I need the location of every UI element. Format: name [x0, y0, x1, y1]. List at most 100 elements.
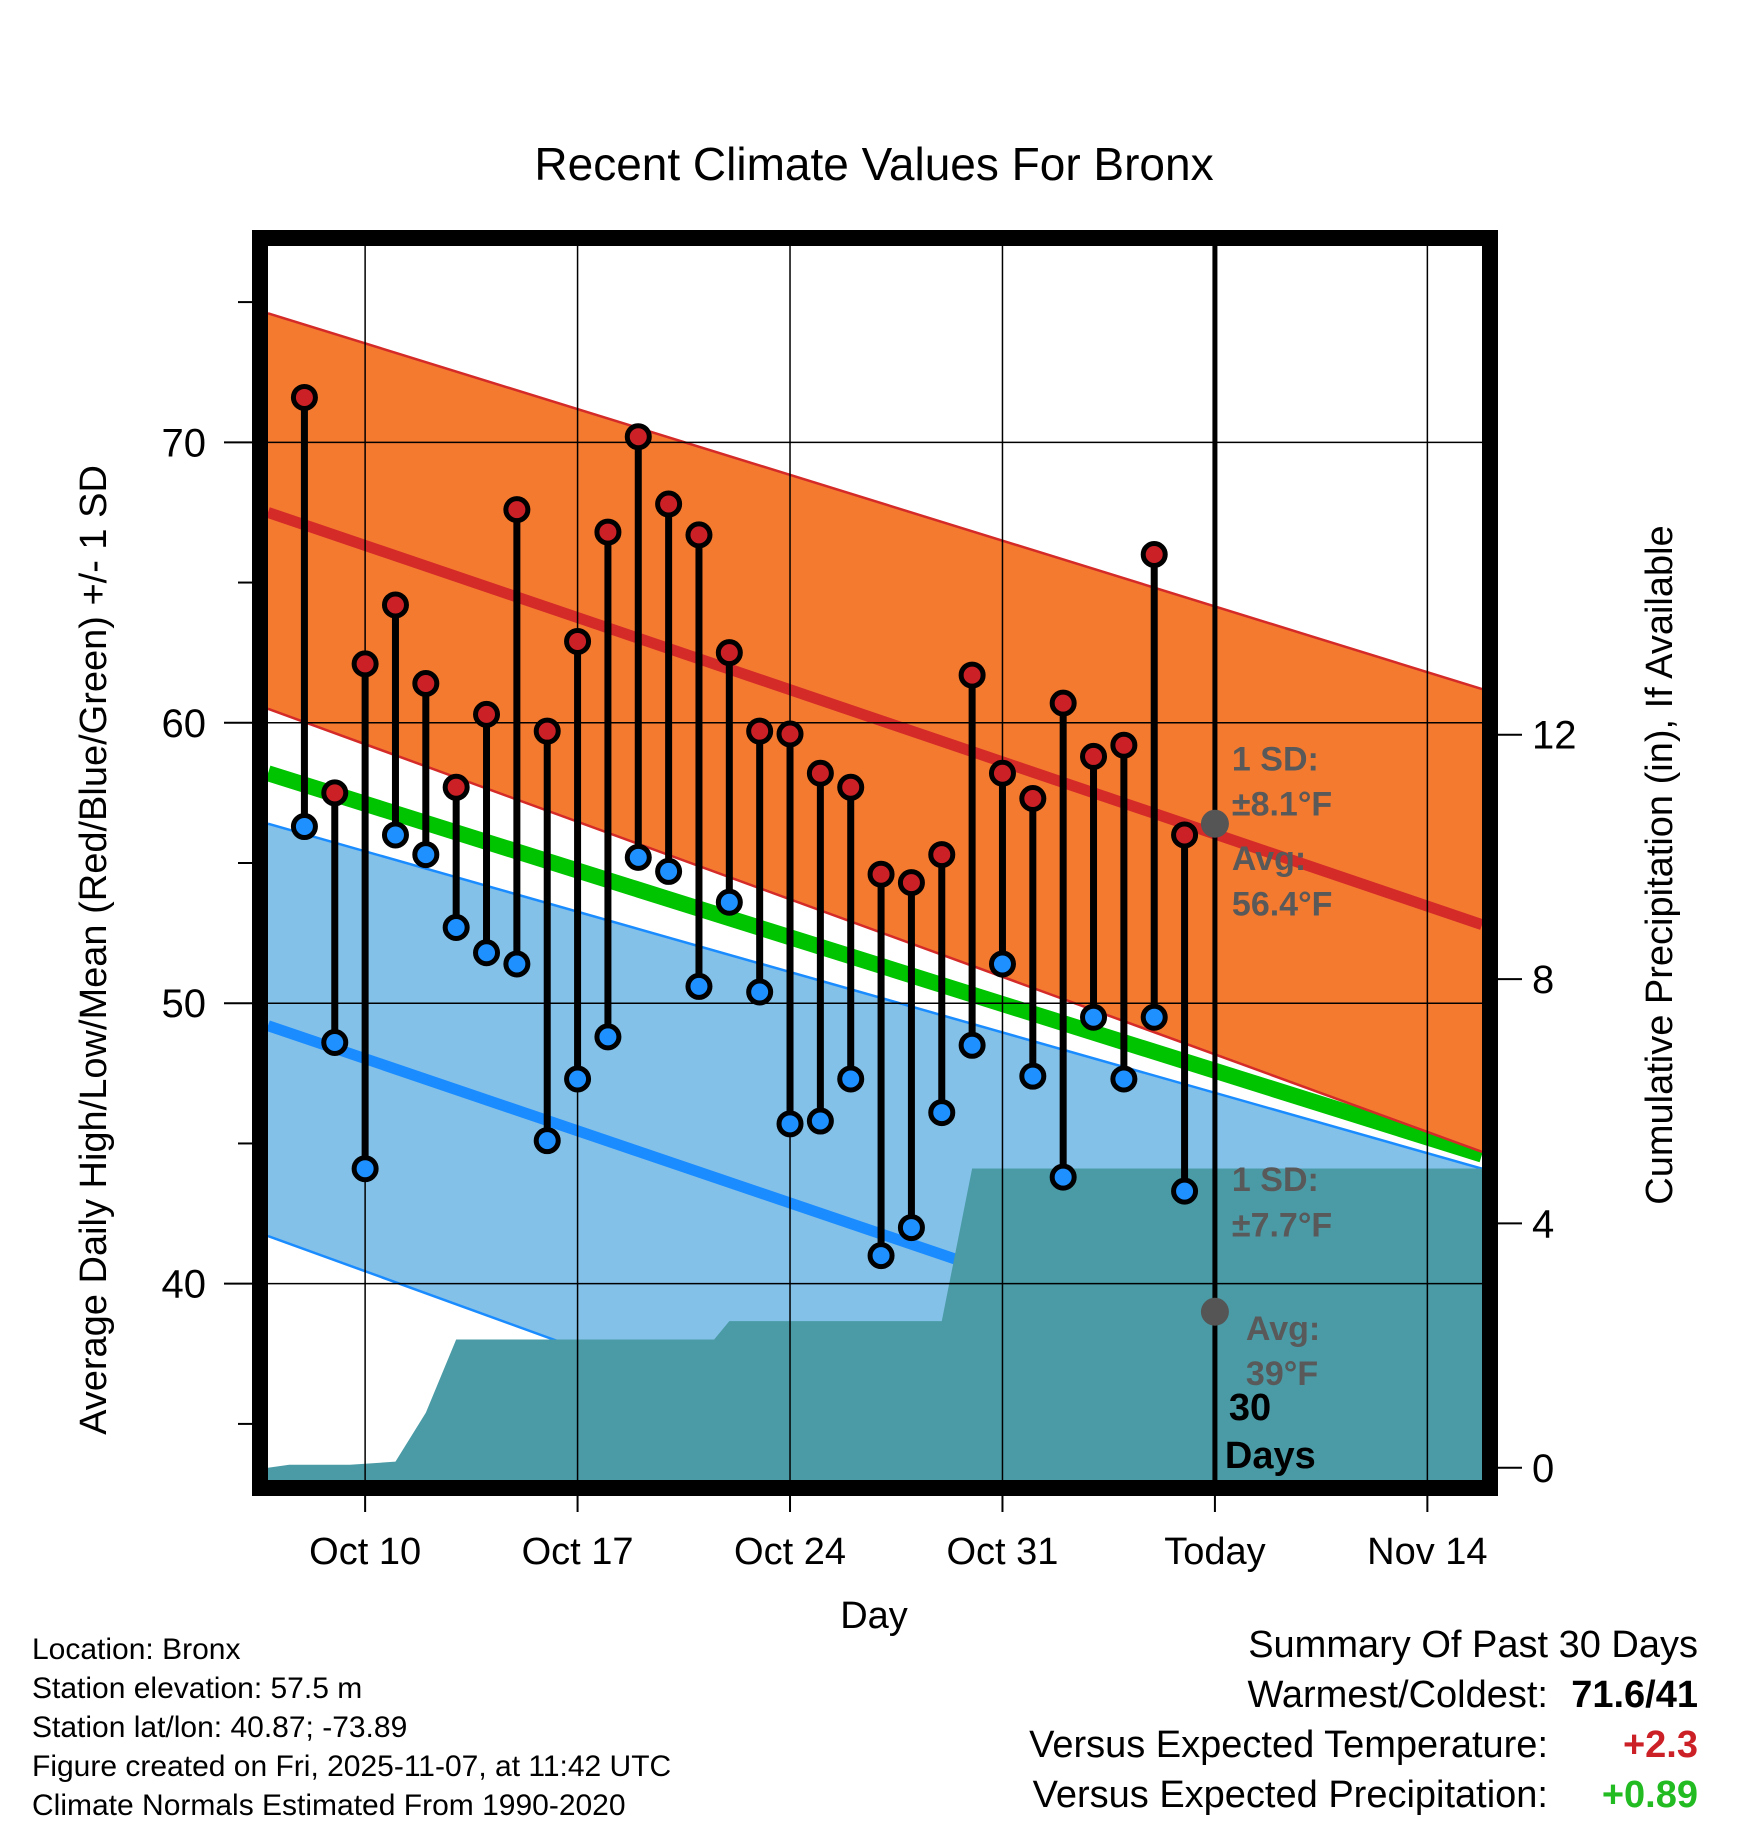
- low-point-16: [776, 1110, 804, 1138]
- warmest-label: Warmest/Coldest:: [1247, 1674, 1548, 1716]
- period-label-number: 30: [1229, 1387, 1271, 1429]
- y-axis-label-left: Average Daily High/Low/Mean (Red/Blue/Gr…: [73, 465, 115, 1435]
- precip-area: [268, 1168, 1482, 1480]
- high-point-1: [321, 779, 349, 807]
- high-point-23: [988, 759, 1016, 787]
- high-point-11: [624, 423, 652, 451]
- info-location: Location: Bronx: [32, 1633, 241, 1666]
- x-axis-label: Day: [840, 1595, 908, 1637]
- low-point-0: [290, 813, 318, 841]
- plot-area: [268, 246, 1482, 1480]
- precip-label: Versus Expected Precipitation:: [1032, 1774, 1548, 1816]
- low-sd-label: 1 SD:: [1232, 1161, 1319, 1199]
- high-point-19: [867, 860, 895, 888]
- station-info: Location: Bronx Station elevation: 57.5 …: [32, 1630, 671, 1825]
- high-point-21: [928, 841, 956, 869]
- high-point-26: [1080, 742, 1108, 770]
- summary-row-precip: Versus Expected Precipitation: +0.89: [798, 1770, 1698, 1820]
- low-point-17: [806, 1107, 834, 1135]
- high-point-5: [442, 773, 470, 801]
- period-label-days: Days: [1225, 1435, 1316, 1477]
- low-point-11: [624, 843, 652, 871]
- y-left-tick-label-1: 50: [162, 982, 207, 1026]
- high-point-0: [290, 383, 318, 411]
- x-tick-label-4: Today: [1164, 1531, 1265, 1573]
- low-upper-line: [268, 822, 1482, 1170]
- chart-title: Recent Climate Values For Bronx: [534, 138, 1213, 190]
- high-point-6: [473, 700, 501, 728]
- y-left-tick-label-2: 60: [162, 702, 207, 746]
- high-point-13: [685, 521, 713, 549]
- y-left-tick-label-3: 70: [162, 421, 207, 465]
- low-point-24: [1019, 1062, 1047, 1090]
- high-point-27: [1110, 731, 1138, 759]
- low-point-4: [412, 841, 440, 869]
- low-point-26: [1080, 1003, 1108, 1031]
- precip-value: +0.89: [1601, 1774, 1698, 1816]
- summary-title: Summary Of Past 30 Days: [1248, 1624, 1698, 1666]
- x-tick-label-3: Oct 31: [946, 1531, 1058, 1573]
- high-point-14: [715, 639, 743, 667]
- low-point-14: [715, 888, 743, 916]
- warmest-value: 71.6/41: [1571, 1674, 1698, 1716]
- low-point-27: [1110, 1065, 1138, 1093]
- y-right-tick-label-3: 12: [1532, 714, 1577, 758]
- info-latlon: Station lat/lon: 40.87; -73.89: [32, 1711, 408, 1744]
- low-point-1: [321, 1028, 349, 1056]
- plot-frame: [252, 230, 1498, 1496]
- low-point-20: [897, 1214, 925, 1242]
- high-avg-line: [268, 507, 1482, 930]
- info-created: Figure created on Fri, 2025-11-07, at 11…: [32, 1750, 672, 1783]
- high-point-29: [1171, 821, 1199, 849]
- high-point-3: [381, 591, 409, 619]
- low-point-3: [381, 821, 409, 849]
- high-upper-line: [268, 312, 1482, 691]
- y-left-tick-label-0: 40: [162, 1263, 207, 1307]
- high-point-28: [1140, 541, 1168, 568]
- low-point-23: [988, 950, 1016, 978]
- y-right-tick-label-1: 4: [1532, 1202, 1554, 1246]
- high-point-8: [533, 717, 561, 745]
- low-point-13: [685, 972, 713, 1000]
- high-point-20: [897, 869, 925, 897]
- high-point-9: [564, 627, 592, 655]
- high-avg-label: Avg:: [1232, 840, 1306, 878]
- high-lower-line: [268, 707, 1482, 1154]
- low-avg-value: 39°F: [1246, 1355, 1318, 1393]
- y-right-tick-label-2: 8: [1532, 958, 1554, 1002]
- today-low-avg-marker: [1200, 1297, 1229, 1326]
- low-point-12: [655, 857, 683, 885]
- high-point-18: [837, 773, 865, 801]
- low-point-9: [564, 1065, 592, 1093]
- high-point-12: [655, 490, 683, 518]
- summary-panel: Summary Of Past 30 Days Warmest/Coldest:…: [798, 1620, 1698, 1820]
- x-tick-label-5: Nov 14: [1367, 1531, 1487, 1573]
- low-point-19: [867, 1242, 895, 1270]
- x-tick-label-1: Oct 17: [522, 1531, 634, 1573]
- summary-row-temp: Versus Expected Temperature: +2.3: [798, 1720, 1698, 1770]
- high-point-2: [351, 650, 379, 678]
- summary-row-warmest: Warmest/Coldest: 71.6/41: [798, 1670, 1698, 1720]
- low-point-10: [594, 1023, 622, 1051]
- y-right-tick-label-0: 0: [1532, 1447, 1554, 1491]
- high-point-10: [594, 518, 622, 546]
- high-point-25: [1049, 689, 1077, 717]
- high-point-17: [806, 759, 834, 787]
- high-point-7: [503, 496, 531, 524]
- temp-value: +2.3: [1622, 1724, 1698, 1766]
- low-point-18: [837, 1065, 865, 1093]
- high-point-16: [776, 720, 804, 748]
- high-sd-band: [268, 313, 1482, 1152]
- today-high-avg-marker: [1200, 809, 1229, 838]
- temp-label: Versus Expected Temperature:: [1029, 1724, 1548, 1766]
- high-sd-label: 1 SD:: [1232, 740, 1319, 778]
- low-point-15: [746, 978, 774, 1006]
- info-normals: Climate Normals Estimated From 1990-2020: [32, 1789, 626, 1822]
- low-point-28: [1140, 1003, 1168, 1031]
- low-point-22: [958, 1031, 986, 1059]
- info-elevation: Station elevation: 57.5 m: [32, 1672, 363, 1705]
- high-sd-value: ±8.1°F: [1232, 786, 1332, 824]
- y-axis-label-right: Cumulative Precipitation (in), If Availa…: [1639, 525, 1681, 1204]
